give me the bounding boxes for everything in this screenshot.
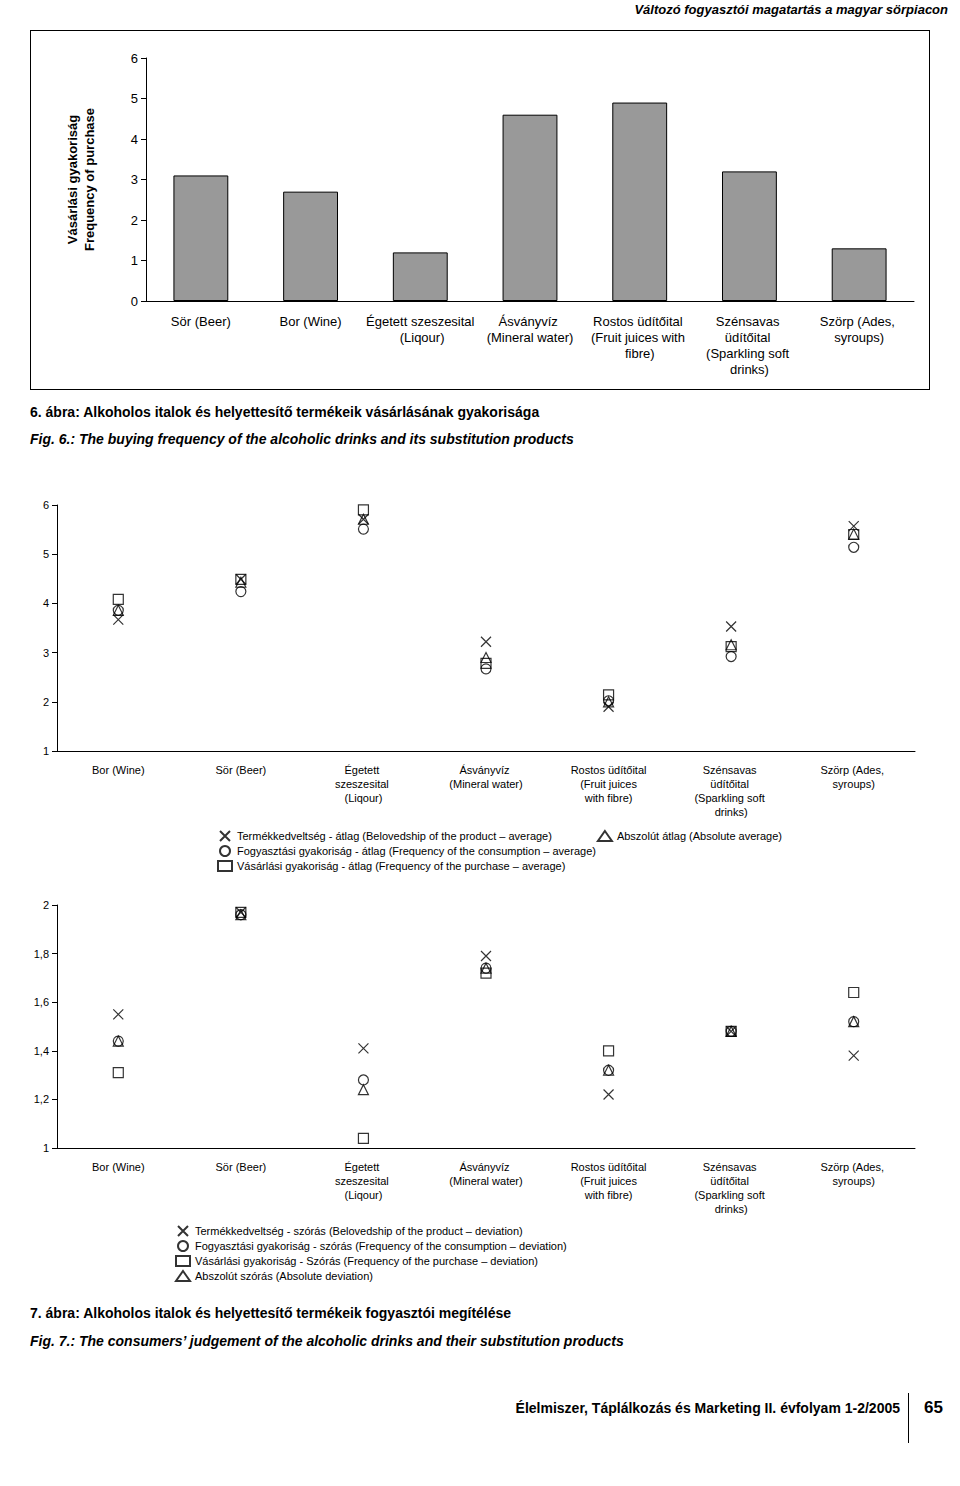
svg-text:(Sparkling soft: (Sparkling soft — [694, 1189, 767, 1201]
svg-text:2: 2 — [131, 213, 138, 228]
svg-text:2: 2 — [43, 899, 49, 911]
svg-text:Szörp (Ades,: Szörp (Ades, — [820, 764, 887, 776]
svg-text:Termékkedveltség - szórás (Bel: Termékkedveltség - szórás (Belovedship o… — [195, 1225, 523, 1237]
svg-text:syroups): syroups) — [833, 1175, 875, 1187]
svg-text:Sör (Beer): Sör (Beer) — [215, 1161, 266, 1173]
svg-text:Rostos üdítőital: Rostos üdítőital — [571, 1161, 647, 1173]
svg-text:Égetett: Égetett — [344, 764, 382, 776]
html-text:Élelmiszer, Táplálkozás és Mar: Élelmiszer, Táplálkozás és Marketing II.… — [515, 1400, 900, 1416]
svg-text:(Liqour): (Liqour) — [344, 1189, 382, 1201]
svg-text:1,8: 1,8 — [34, 948, 49, 960]
svg-text:(Sparkling soft: (Sparkling soft — [706, 346, 793, 361]
svg-text:(Liqour): (Liqour) — [396, 330, 444, 345]
svg-text:(Liqour): (Liqour) — [344, 792, 382, 804]
svg-text:(Mineral water): (Mineral water) — [487, 330, 574, 345]
svg-text:(Mineral water): (Mineral water) — [449, 778, 522, 790]
svg-text:1,4: 1,4 — [34, 1045, 49, 1057]
svg-text:szeszesital: szeszesital — [335, 778, 392, 790]
svg-text:4: 4 — [131, 132, 138, 147]
svg-text:1: 1 — [43, 1142, 49, 1154]
svg-text:Frequency of purchase: Frequency of purchase — [82, 108, 97, 251]
svg-text:1,2: 1,2 — [34, 1093, 49, 1105]
svg-text:Sör (Beer): Sör (Beer) — [215, 764, 266, 776]
svg-text:1,6: 1,6 — [34, 996, 49, 1008]
svg-text:4: 4 — [43, 597, 49, 609]
svg-text:syroups): syroups) — [833, 778, 875, 790]
svg-text:3: 3 — [131, 172, 138, 187]
svg-text:szeszesital: szeszesital — [335, 1175, 392, 1187]
svg-text:Vásárlási gyakoriság: Vásárlási gyakoriság — [65, 115, 80, 244]
svg-text:1: 1 — [131, 253, 138, 268]
html-text:Fig. 7.: The consumers’ judgem: Fig. 7.: The consumers’ judgement of the… — [30, 1333, 624, 1349]
svg-text:(Fruit juices: (Fruit juices — [577, 1175, 640, 1187]
svg-text:Rostos üdítőital: Rostos üdítőital — [571, 764, 647, 776]
svg-text:drinks): drinks) — [730, 362, 769, 377]
svg-text:üdítőital: üdítőital — [710, 778, 752, 790]
html-text:Változó fogyasztói magatartás: Változó fogyasztói magatartás a magyar s… — [634, 2, 948, 17]
html-text:Fig. 6.: The buying frequency: Fig. 6.: The buying frequency of the alc… — [30, 431, 574, 447]
svg-text:Szénsavas: Szénsavas — [703, 1161, 760, 1173]
svg-text:with fibre): with fibre) — [584, 1189, 633, 1201]
html-text:6. ábra: Alkoholos italok és h: 6. ábra: Alkoholos italok és helyettesít… — [30, 404, 540, 420]
svg-text:üdítőital: üdítőital — [710, 1175, 752, 1187]
svg-text:(Sparkling soft: (Sparkling soft — [694, 792, 767, 804]
svg-text:syroups): syroups) — [834, 330, 884, 345]
svg-text:Fogyasztási gyakoriság - szórá: Fogyasztási gyakoriság - szórás (Frequen… — [195, 1240, 567, 1252]
svg-text:3: 3 — [43, 647, 49, 659]
svg-text:(Mineral water): (Mineral water) — [449, 1175, 522, 1187]
svg-text:0: 0 — [131, 294, 138, 309]
svg-text:2: 2 — [43, 696, 49, 708]
svg-text:5: 5 — [43, 548, 49, 560]
svg-text:Abszolút átlag (Absolute avera: Abszolút átlag (Absolute average) — [617, 830, 782, 842]
svg-text:(Fruit juices: (Fruit juices — [577, 778, 640, 790]
svg-text:Bor (Wine): Bor (Wine) — [280, 314, 342, 329]
svg-text:Vásárlási gyakoriság - átlag (: Vásárlási gyakoriság - átlag (Frequency … — [237, 860, 565, 872]
svg-text:Szörp (Ades,: Szörp (Ades, — [820, 1161, 887, 1173]
svg-text:üdítőital: üdítőital — [725, 330, 774, 345]
svg-text:(Fruit juices with: (Fruit juices with — [591, 330, 689, 345]
svg-text:Bor (Wine): Bor (Wine) — [92, 764, 145, 776]
svg-text:with fibre): with fibre) — [584, 792, 633, 804]
svg-text:fibre): fibre) — [625, 346, 655, 361]
svg-text:Szörp (Ades,: Szörp (Ades, — [820, 314, 899, 329]
html-text:65: 65 — [924, 1398, 943, 1417]
svg-text:Bor (Wine): Bor (Wine) — [92, 1161, 145, 1173]
svg-text:Termékkedveltség - átlag (Belo: Termékkedveltség - átlag (Belovedship of… — [237, 830, 552, 842]
html-text:7. ábra: Alkoholos italok és h: 7. ábra: Alkoholos italok és helyettesít… — [30, 1305, 512, 1321]
svg-text:6: 6 — [131, 51, 138, 66]
svg-text:Szénsavas: Szénsavas — [703, 764, 760, 776]
svg-text:drinks): drinks) — [715, 806, 748, 818]
svg-text:drinks): drinks) — [715, 1203, 748, 1215]
svg-text:Rostos üdítőital: Rostos üdítőital — [593, 314, 686, 329]
svg-text:Égetett: Égetett — [344, 1161, 382, 1173]
svg-text:Abszolút szórás (Absolute devi: Abszolút szórás (Absolute deviation) — [195, 1270, 373, 1282]
svg-text:Szénsavas: Szénsavas — [716, 314, 783, 329]
svg-text:Sör (Beer): Sör (Beer) — [171, 314, 231, 329]
svg-text:Vásárlási gyakoriság - Szórás: Vásárlási gyakoriság - Szórás (Frequency… — [195, 1255, 538, 1267]
svg-text:Ásványvíz: Ásványvíz — [499, 314, 562, 329]
svg-text:Égetett szeszesital: Égetett szeszesital — [366, 314, 474, 329]
svg-text:Ásványvíz: Ásványvíz — [459, 764, 512, 776]
svg-text:1: 1 — [43, 745, 49, 757]
svg-text:Ásványvíz: Ásványvíz — [459, 1161, 512, 1173]
svg-text:5: 5 — [131, 91, 138, 106]
svg-text:Fogyasztási gyakoriság - átlag: Fogyasztási gyakoriság - átlag (Frequenc… — [237, 845, 596, 857]
svg-text:6: 6 — [43, 499, 49, 511]
